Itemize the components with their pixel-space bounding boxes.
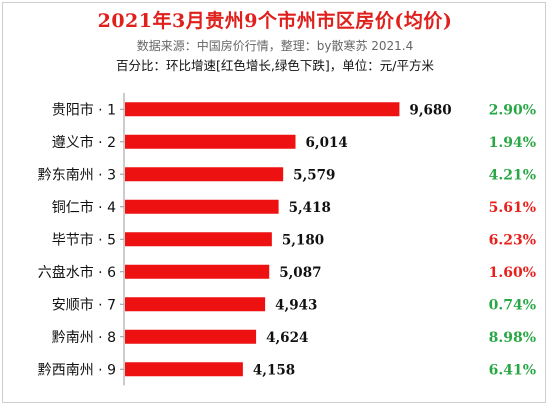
unit-legend-note: 百分比：环比增速[红色增长,绿色下跌]，单位：元/平方米	[116, 58, 434, 73]
category-label: 铜仁市 · 4	[52, 199, 116, 216]
bar	[125, 134, 296, 149]
chart-title: 2021年3月贵州9个市州市区房价(均价)	[97, 10, 453, 32]
mom-growth-label: 5.61%	[489, 200, 536, 216]
category-label: 黔东南州 · 3	[38, 167, 116, 183]
category-label: 遵义市 · 2	[52, 134, 116, 151]
bar	[125, 297, 266, 312]
bar-value-label: 4,624	[266, 330, 308, 346]
bar	[125, 199, 279, 214]
mom-growth-label: 6.41%	[489, 362, 536, 378]
data-source-note: 数据来源：中国房价行情，整理：by散寒苏 2021.4	[136, 39, 414, 53]
bar	[125, 329, 257, 344]
category-label: 黔西南州 · 9	[38, 362, 116, 378]
bar-value-label: 4,943	[275, 297, 317, 313]
mom-growth-label: 0.74%	[489, 297, 536, 313]
bar-value-label: 5,087	[279, 265, 321, 281]
mom-growth-label: 4.21%	[489, 167, 536, 183]
category-label: 六盘水市 · 6	[38, 264, 116, 281]
bar	[125, 264, 270, 279]
bar-value-label: 5,579	[293, 167, 335, 183]
mom-growth-label: 6.23%	[489, 232, 536, 248]
mom-growth-label: 1.60%	[489, 265, 536, 281]
bar-value-label: 5,418	[289, 200, 331, 216]
bar	[125, 232, 272, 247]
mom-growth-label: 8.98%	[489, 330, 536, 346]
bar-value-label: 5,180	[282, 232, 324, 248]
mom-growth-label: 2.90%	[489, 102, 536, 118]
category-label: 安顺市 · 7	[52, 296, 116, 313]
bar-value-label: 4,158	[253, 362, 295, 378]
bar	[125, 362, 243, 377]
category-label: 毕节市 · 5	[52, 231, 116, 248]
mom-growth-label: 1.94%	[489, 135, 536, 151]
bar-value-label: 9,680	[409, 102, 451, 118]
category-label: 黔南州 · 8	[52, 330, 116, 346]
category-label: 贵阳市 · 1	[52, 101, 116, 118]
bar	[125, 102, 400, 117]
bar	[125, 167, 284, 182]
bar-value-label: 6,014	[305, 135, 347, 151]
